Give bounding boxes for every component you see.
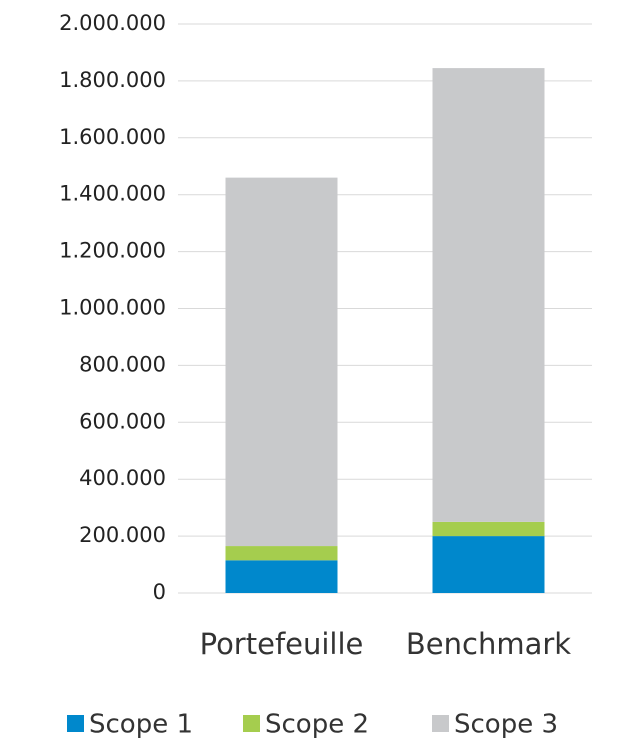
bar-segment — [432, 68, 545, 522]
y-tick-label: 800.000 — [79, 352, 166, 376]
y-tick-label: 600.000 — [79, 409, 166, 433]
y-tick-label: 200.000 — [79, 523, 166, 547]
y-tick-label: 1.800.000 — [59, 68, 166, 92]
legend-swatch — [432, 715, 449, 732]
y-tick-label: 1.200.000 — [59, 239, 166, 263]
y-tick-label: 1.600.000 — [59, 125, 166, 149]
x-tick-label: Benchmark — [406, 627, 571, 661]
x-tick-label: Portefeuille — [200, 627, 364, 661]
bar-segment — [432, 536, 545, 593]
bar-segment — [225, 177, 338, 547]
legend-swatch — [243, 715, 260, 732]
y-tick-label: 0 — [153, 580, 166, 604]
y-tick-label: 1.400.000 — [59, 182, 166, 206]
bar-segment — [225, 560, 338, 593]
y-tick-label: 1.000.000 — [59, 296, 166, 320]
y-tick-label: 400.000 — [79, 466, 166, 490]
y-tick-label: 2.000.000 — [59, 11, 166, 35]
legend-label: Scope 2 — [265, 710, 369, 740]
legend-label: Scope 3 — [454, 710, 558, 740]
bar-segment — [432, 521, 545, 537]
legend-label: Scope 1 — [89, 710, 193, 740]
legend-swatch — [67, 715, 84, 732]
bar-segment — [225, 546, 338, 561]
